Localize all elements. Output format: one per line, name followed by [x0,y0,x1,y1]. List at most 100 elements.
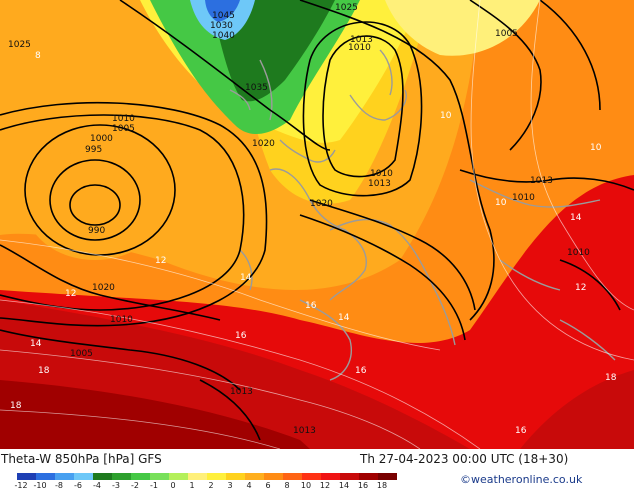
theta-label: 12 [575,283,586,293]
colorbar-tick-label: 2 [208,481,214,490]
theta-label: 14 [240,273,252,283]
isobar-label: 995 [85,145,102,155]
theta-label: 10 [590,143,602,153]
colorbar-swatch [264,473,283,480]
isobar-label: 1005 [112,124,135,134]
colorbar-tick-label: -12 [14,481,28,490]
theta-label: 18 [605,373,617,383]
colorbar-swatch [169,473,188,480]
colorbar-tick-label: -2 [131,481,139,490]
colorbar-swatch [340,473,359,480]
isobar-label: 1010 [567,248,590,258]
isobar-label: 1010 [112,114,135,124]
theta-contours [0,0,634,449]
theta-label: 10 [495,198,507,208]
colorbar-tick-label: 0 [170,481,176,490]
pressure-labels: 1025 1025 1030 1040 1045 1035 1013 1010 … [8,3,590,436]
colorbar-swatch [74,473,93,480]
colorbar-tick-label: 8 [284,481,290,490]
theta-label: 8 [35,51,41,61]
colorbar-ticks: -12 -10 -8 -6 -4 -3 -2 -1 0 1 2 3 4 6 8 10 12 14 16 18 [14,481,417,490]
colorbar-swatch [131,473,150,480]
theta-label: 16 [515,426,527,436]
isobar-label: 1013 [293,426,316,436]
isobar-label: 1020 [310,199,333,209]
theta-label: 14 [30,339,42,349]
theta-label: 16 [235,331,247,341]
colorbar-tick-label: 18 [376,481,388,490]
isobar-label: 1013 [230,387,253,397]
theta-label: 10 [440,111,452,121]
theta-label: 12 [65,289,76,299]
colorbar-tick-label: -1 [150,481,158,490]
colorbar-tick-label: 3 [227,481,233,490]
theta-label: 16 [305,301,317,311]
theta-label: 12 [155,256,166,266]
colorbar-swatch [245,473,264,480]
colorbar-swatch [207,473,226,480]
colorbar-tick-label: 12 [319,481,331,490]
colorbar-swatch [17,473,36,480]
coastlines [229,49,616,381]
theta-label: 18 [38,366,50,376]
field-darkest-red [0,380,310,449]
isobar-label: 1030 [210,21,233,31]
map-title: Theta-W 850hPa [hPa] GFS [1,452,162,466]
field-deep-red-se [520,370,634,449]
weather-map: 1025 1025 1030 1040 1045 1035 1013 1010 … [0,0,634,449]
isobar-label: 1000 [90,134,113,144]
map-footer: Theta-W 850hPa [hPa] GFS Th 27-04-2023 0… [0,449,634,490]
colorbar-swatch [55,473,74,480]
field-blue [205,0,240,22]
colorbar-tick-label: -4 [93,481,101,490]
theta-label: 14 [338,313,350,323]
isobar-label: 1040 [212,31,235,41]
theta-label: 14 [570,213,582,223]
isobar-label: 1013 [530,176,553,186]
isobar-label: 1013 [350,35,373,45]
isobar-label: 1005 [495,29,518,39]
colorbar-tick-label: 14 [338,481,350,490]
colorbar-tick-label: -3 [112,481,120,490]
colorbar-swatch [226,473,245,480]
colorbar-swatch [112,473,131,480]
theta-labels: 8 10 10 12 12 14 14 16 18 18 16 14 14 12… [10,51,617,436]
isobar-label: 1025 [8,40,31,50]
colorbar-tick-label: 16 [357,481,369,490]
colorbar-tick-label: -8 [55,481,63,490]
colorbar-tick-label: 4 [246,481,252,490]
theta-label: 16 [355,366,367,376]
colorbar-tick-label: -10 [33,481,47,490]
isobar-label: 1020 [92,283,115,293]
colorbar-tick-label: 10 [300,481,312,490]
colorbar-swatch [302,473,321,480]
colorbar-swatch [36,473,55,480]
colorbar-swatch [188,473,207,480]
theta-label: 18 [10,401,22,411]
colorbar-swatch [321,473,340,480]
field-low-core [25,150,165,260]
colorbar-swatch [93,473,112,480]
credit-link[interactable]: ©weatheronline.co.uk [460,473,583,486]
isobar-label: 1020 [252,139,275,149]
colorbar-tick-label: 6 [265,481,271,490]
colorbar-swatch [283,473,302,480]
isobar-label: 1010 [512,193,535,203]
isobar-label: 990 [88,226,105,236]
colorbar-swatch [359,473,378,480]
map-canvas: 1025 1025 1030 1040 1045 1035 1013 1010 … [0,0,634,449]
isobar-label: 1010 [110,315,133,325]
valid-time: Th 27-04-2023 00:00 UTC (18+30) [360,452,569,466]
isobar-label: 1005 [70,349,93,359]
colorbar [17,473,397,480]
colorbar-tick-label: -6 [74,481,82,490]
isobar-label: 1010 [348,43,371,53]
isobar-label: 1010 [370,169,393,179]
colorbar-tick-label: 1 [189,481,195,490]
isobar-label: 1035 [245,83,268,93]
isobar-label: 1025 [335,3,358,13]
isobar-label: 1013 [368,179,391,189]
colorbar-swatch [378,473,397,480]
field-yellow-ne [385,0,540,56]
colorbar-swatch [150,473,169,480]
